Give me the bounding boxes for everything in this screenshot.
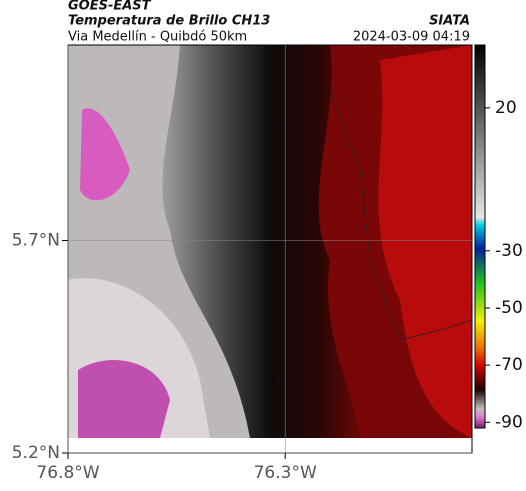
colorbar-tick-label: -30 [495,241,523,261]
region: Via Medellín - Quibdó 50km [68,30,247,45]
satellite: GOES-EAST [68,0,152,14]
source: SIATA [429,14,470,29]
colorbar-tick-label: -70 [495,355,523,375]
colorbar-tick-label: 20 [495,98,517,118]
colorbar-tick-label: -90 [495,412,523,432]
colorbar [474,44,486,429]
lon-tick-label: 76.8°W [36,463,99,483]
lat-tick-label: 5.2°N [12,443,60,463]
timestamp: 2024-03-09 04:19 [353,30,470,45]
colorbar-tick-label: -50 [495,298,523,318]
product: Temperatura de Brillo CH13 [68,14,270,29]
lat-tick-label: 5.7°N [12,231,60,251]
satellite-image [68,45,472,438]
lon-tick-label: 76.3°W [254,463,317,483]
